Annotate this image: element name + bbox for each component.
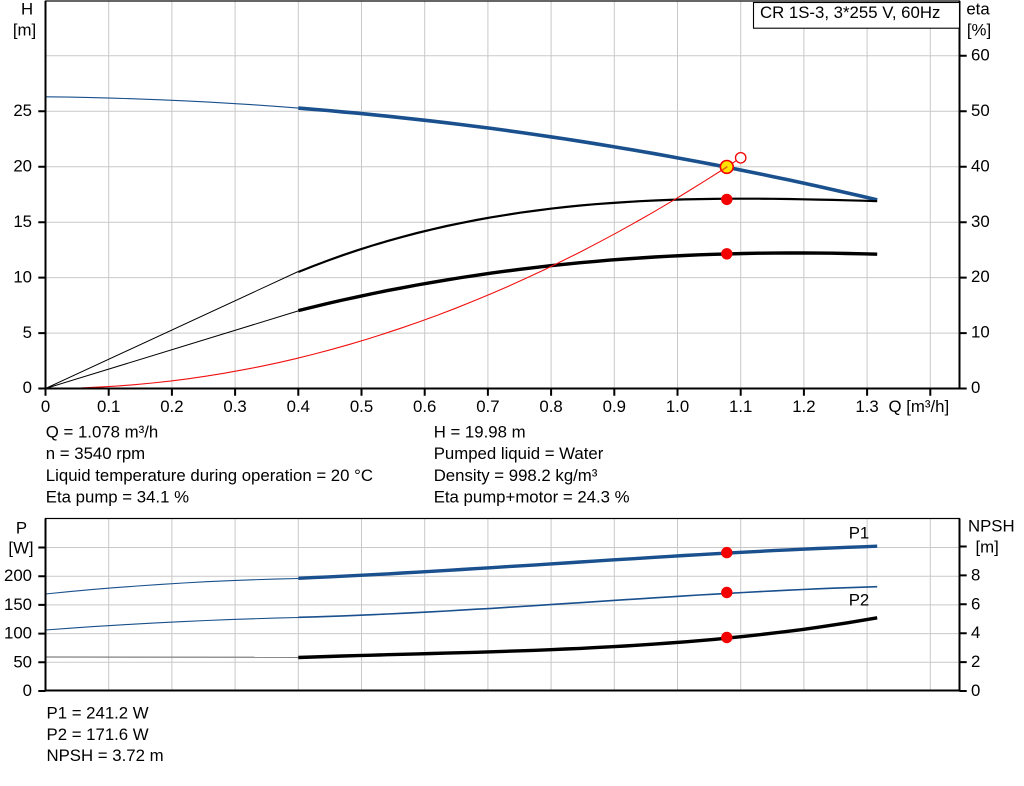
svg-text:20: 20 <box>971 267 990 286</box>
svg-text:Eta pump+motor = 24.3 %: Eta pump+motor = 24.3 % <box>434 488 630 507</box>
svg-text:Liquid temperature during oper: Liquid temperature during operation = 20… <box>46 466 373 485</box>
svg-text:n = 3540 rpm: n = 3540 rpm <box>46 444 145 463</box>
svg-text:0.4: 0.4 <box>287 397 310 416</box>
svg-text:NPSH = 3.72 m: NPSH = 3.72 m <box>47 746 164 765</box>
svg-text:[%]: [%] <box>967 21 991 40</box>
svg-text:0.8: 0.8 <box>539 397 562 416</box>
svg-text:CR 1S-3, 3*255 V, 60Hz: CR 1S-3, 3*255 V, 60Hz <box>760 3 940 22</box>
svg-text:0: 0 <box>23 378 32 397</box>
svg-text:0: 0 <box>23 681 32 700</box>
svg-text:P1: P1 <box>849 524 870 543</box>
svg-text:1.2: 1.2 <box>792 397 815 416</box>
svg-text:30: 30 <box>971 212 990 231</box>
svg-text:6: 6 <box>971 594 980 613</box>
svg-text:20: 20 <box>13 156 32 175</box>
svg-text:0.1: 0.1 <box>97 397 120 416</box>
svg-text:P1 = 241.2 W: P1 = 241.2 W <box>47 704 149 723</box>
svg-text:P2: P2 <box>849 591 870 610</box>
svg-text:1.0: 1.0 <box>666 397 689 416</box>
svg-text:1.3: 1.3 <box>855 397 878 416</box>
svg-text:2: 2 <box>971 652 980 671</box>
svg-text:60: 60 <box>971 45 990 64</box>
svg-text:Q = 1.078 m³/h: Q = 1.078 m³/h <box>46 422 158 441</box>
svg-text:0.2: 0.2 <box>160 397 183 416</box>
svg-text:P2 = 171.6 W: P2 = 171.6 W <box>47 725 149 744</box>
svg-text:0.6: 0.6 <box>413 397 436 416</box>
svg-text:4: 4 <box>971 623 980 642</box>
svg-text:5: 5 <box>23 323 32 342</box>
svg-text:0.9: 0.9 <box>603 397 626 416</box>
svg-text:[m]: [m] <box>976 538 999 557</box>
svg-text:P: P <box>16 518 27 537</box>
svg-text:0: 0 <box>971 378 980 397</box>
svg-text:Density = 998.2 kg/m³: Density = 998.2 kg/m³ <box>434 466 598 485</box>
svg-text:H = 19.98 m: H = 19.98 m <box>434 422 526 441</box>
svg-text:15: 15 <box>13 212 32 231</box>
svg-text:0: 0 <box>971 681 980 700</box>
svg-text:Q [m³/h]: Q [m³/h] <box>889 397 950 416</box>
svg-text:0: 0 <box>41 397 50 416</box>
svg-text:10: 10 <box>13 267 32 286</box>
svg-text:50: 50 <box>13 652 32 671</box>
svg-text:8: 8 <box>971 565 980 584</box>
svg-text:1.1: 1.1 <box>729 397 752 416</box>
svg-text:0.7: 0.7 <box>476 397 499 416</box>
svg-text:NPSH: NPSH <box>968 517 1015 536</box>
svg-text:Pumped liquid = Water: Pumped liquid = Water <box>434 444 604 463</box>
svg-text:0.3: 0.3 <box>223 397 246 416</box>
svg-text:H: H <box>21 0 33 18</box>
svg-text:0.5: 0.5 <box>350 397 373 416</box>
svg-text:10: 10 <box>971 323 990 342</box>
svg-text:Eta pump = 34.1 %: Eta pump = 34.1 % <box>46 488 189 507</box>
svg-text:25: 25 <box>13 101 32 120</box>
svg-text:50: 50 <box>971 101 990 120</box>
svg-text:150: 150 <box>4 595 32 614</box>
svg-text:40: 40 <box>971 156 990 175</box>
svg-text:[W]: [W] <box>8 538 33 557</box>
svg-text:[m]: [m] <box>13 21 36 40</box>
svg-text:eta: eta <box>966 0 990 18</box>
svg-text:200: 200 <box>4 566 32 585</box>
svg-text:100: 100 <box>4 624 32 643</box>
